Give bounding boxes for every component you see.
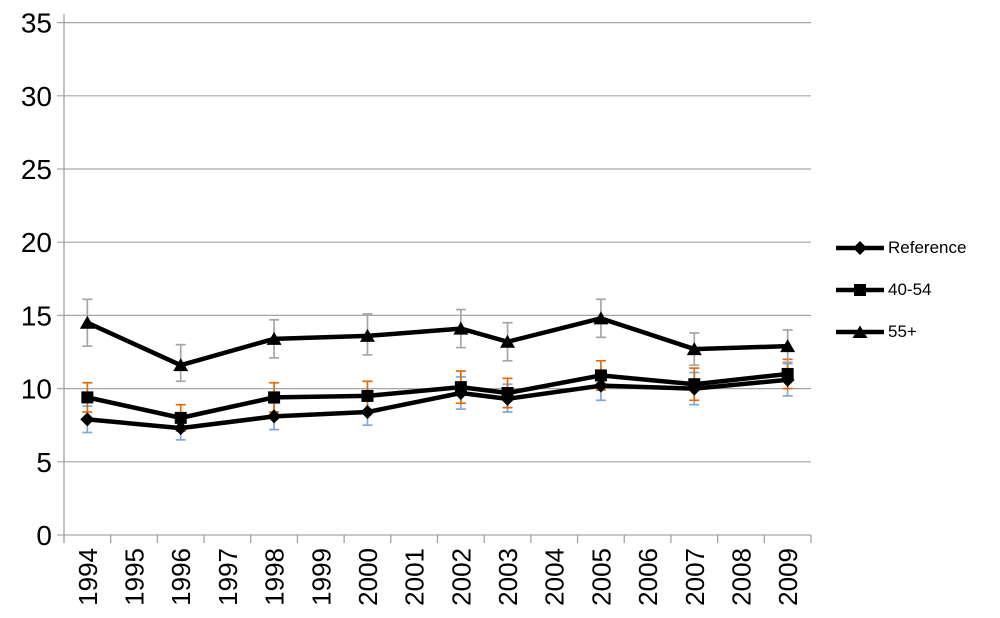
x-tick-label: 2001 xyxy=(400,548,430,606)
square-marker xyxy=(361,389,374,402)
square-marker xyxy=(454,381,467,394)
legend-item-40-54: 40-54 xyxy=(836,280,966,300)
triangle-marker xyxy=(500,334,516,348)
y-tick-label: 30 xyxy=(21,81,52,112)
x-tick-label: 1996 xyxy=(166,548,196,606)
diamond-marker xyxy=(267,409,282,424)
square-marker xyxy=(781,367,794,380)
x-tick-label: 1999 xyxy=(306,548,336,606)
x-tick-label: 2005 xyxy=(586,548,616,606)
legend-label-40-54: 40-54 xyxy=(888,280,932,299)
square-marker xyxy=(81,391,94,404)
square-marker xyxy=(688,378,701,391)
x-tick-label: 1998 xyxy=(260,548,290,606)
series-line-Reference xyxy=(87,377,788,431)
x-tick-label: 2004 xyxy=(540,548,570,606)
square-icon xyxy=(836,284,884,296)
x-tick-label: 2007 xyxy=(680,548,710,606)
triangle-marker xyxy=(79,315,95,329)
x-tick-label: 2006 xyxy=(633,548,663,606)
triangle-marker xyxy=(593,311,609,325)
triangle-marker xyxy=(453,321,469,335)
x-tick-label: 2003 xyxy=(493,548,523,606)
y-tick-label: 5 xyxy=(36,447,52,478)
legend-label-55plus: 55+ xyxy=(888,322,917,341)
square-marker xyxy=(501,386,514,399)
square-marker xyxy=(268,391,281,404)
y-tick-label: 35 xyxy=(21,8,52,39)
y-tick-label: 25 xyxy=(21,154,52,185)
x-tick-label: 1994 xyxy=(73,548,103,606)
legend-item-55plus: 55+ xyxy=(836,322,966,342)
triangle-marker xyxy=(686,342,702,356)
x-tick-label: 2008 xyxy=(726,548,756,606)
triangle-marker xyxy=(173,358,189,372)
x-tick-label: 1997 xyxy=(213,548,243,606)
triangle-marker xyxy=(359,328,375,342)
triangle-icon xyxy=(836,325,884,338)
triangle-marker xyxy=(266,331,282,345)
x-tick-label: 2002 xyxy=(446,548,476,606)
x-tick-label: 2009 xyxy=(773,548,803,606)
diamond-marker xyxy=(80,412,95,427)
diamond-icon xyxy=(836,241,884,255)
legend-item-reference: Reference xyxy=(836,238,966,258)
y-tick-label: 0 xyxy=(36,520,52,551)
y-tick-label: 10 xyxy=(21,374,52,405)
y-tick-label: 20 xyxy=(21,227,52,258)
x-tick-label: 1995 xyxy=(120,548,150,606)
diamond-marker xyxy=(360,405,375,420)
square-marker xyxy=(174,411,187,424)
y-tick-label: 15 xyxy=(21,300,52,331)
diamond-marker xyxy=(173,421,188,436)
square-marker xyxy=(594,369,607,382)
diamond-marker xyxy=(593,378,608,393)
series-line-55+ xyxy=(86,316,788,368)
legend-label-reference: Reference xyxy=(888,238,967,257)
triangle-marker xyxy=(780,339,796,353)
x-tick-label: 2000 xyxy=(353,548,383,606)
legend: Reference 40-54 55+ xyxy=(836,238,966,342)
